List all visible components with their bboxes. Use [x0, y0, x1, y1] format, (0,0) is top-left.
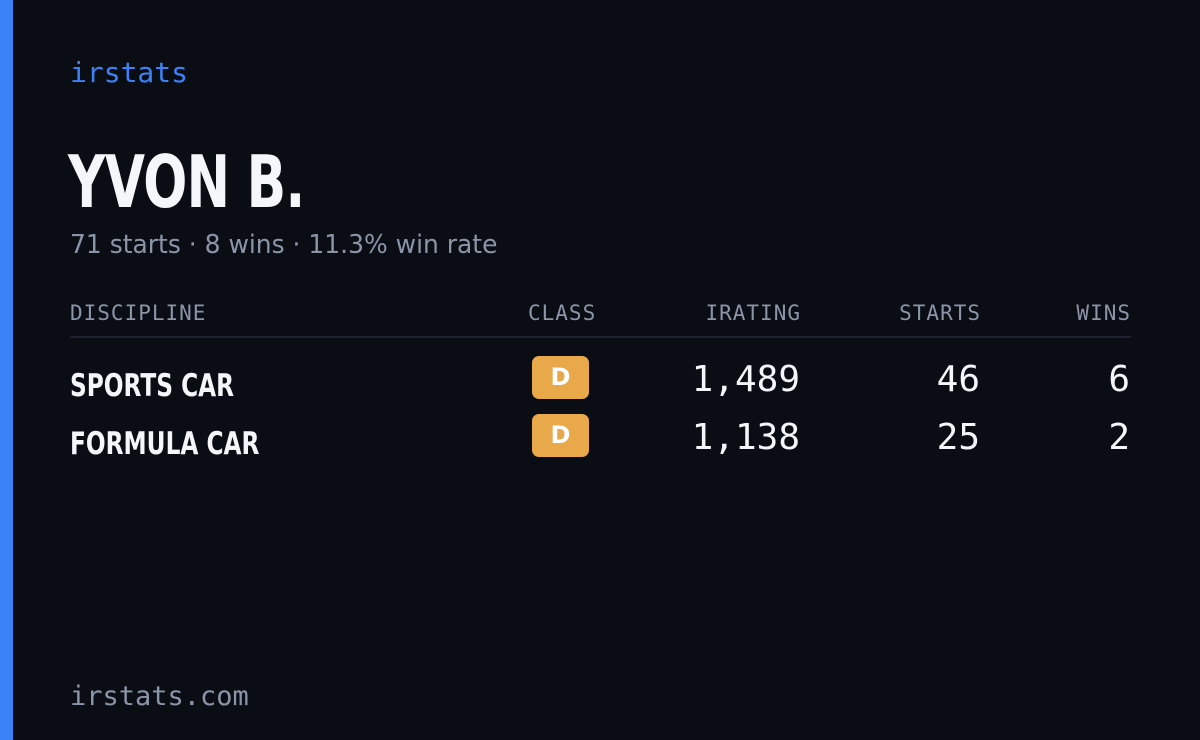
class-badge: D	[532, 356, 589, 399]
brand-logo: irstats	[70, 56, 189, 89]
accent-bar	[0, 0, 13, 740]
header-wins: WINS	[1076, 301, 1131, 325]
irating-value: 1,489	[691, 359, 800, 400]
discipline-table: DISCIPLINE CLASS IRATING STARTS WINS SPO…	[70, 296, 1131, 462]
footer-url: irstats.com	[70, 681, 249, 712]
header-class: CLASS	[528, 301, 597, 325]
table-row: FORMULA CAR D 1,138 25 2	[70, 412, 1131, 462]
header-starts: STARTS	[899, 301, 981, 325]
table-body: SPORTS CAR D 1,489 46 6 FORMULA CAR D 1,…	[70, 338, 1131, 462]
driver-name: YVON B.	[68, 140, 305, 224]
table-row: SPORTS CAR D 1,489 46 6	[70, 354, 1131, 404]
header-discipline: DISCIPLINE	[70, 301, 207, 325]
class-badge: D	[532, 414, 589, 457]
wins-value: 6	[1108, 359, 1130, 400]
driver-summary: 71 starts · 8 wins · 11.3% win rate	[70, 230, 498, 260]
header-irating: IRATING	[705, 301, 801, 325]
discipline-name: SPORTS CAR	[70, 368, 235, 404]
starts-value: 46	[936, 359, 980, 400]
irating-value: 1,138	[691, 417, 800, 458]
table-header: DISCIPLINE CLASS IRATING STARTS WINS	[70, 296, 1131, 338]
starts-value: 25	[936, 417, 980, 458]
wins-value: 2	[1108, 417, 1130, 458]
discipline-name: FORMULA CAR	[70, 426, 260, 462]
